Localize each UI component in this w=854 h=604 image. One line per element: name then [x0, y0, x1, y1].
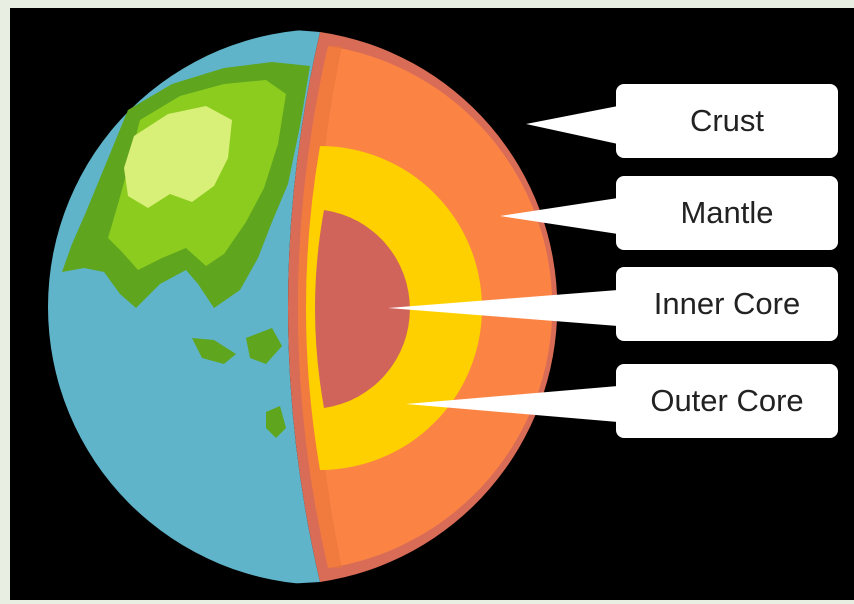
- globe-exterior: [48, 29, 320, 585]
- outer-core-label-text: Outer Core: [650, 383, 804, 418]
- mantle-label-text: Mantle: [680, 195, 774, 230]
- continent-highlight: [124, 106, 232, 208]
- inner-core-label-text: Inner Core: [653, 286, 801, 321]
- inner-core-label: Inner Core: [616, 267, 838, 341]
- inner-core-layer: [315, 210, 410, 408]
- crust-label: Crust: [616, 84, 838, 158]
- crust-label-text: Crust: [689, 103, 765, 138]
- outer-core-label: Outer Core: [616, 364, 838, 438]
- island-a: [192, 338, 236, 364]
- island-b: [246, 328, 282, 364]
- mantle-cut-shadow: [298, 46, 342, 568]
- outer-core-pointer: [406, 386, 618, 422]
- mantle-pointer: [500, 198, 618, 234]
- island-c: [266, 406, 286, 438]
- mantle-label: Mantle: [616, 176, 838, 250]
- earth-cross-section: [48, 29, 618, 585]
- diagram-frame: Crust Mantle Inner Core Outer Core: [10, 8, 854, 600]
- crust-pointer: [526, 106, 618, 144]
- inner-core-pointer: [388, 290, 618, 326]
